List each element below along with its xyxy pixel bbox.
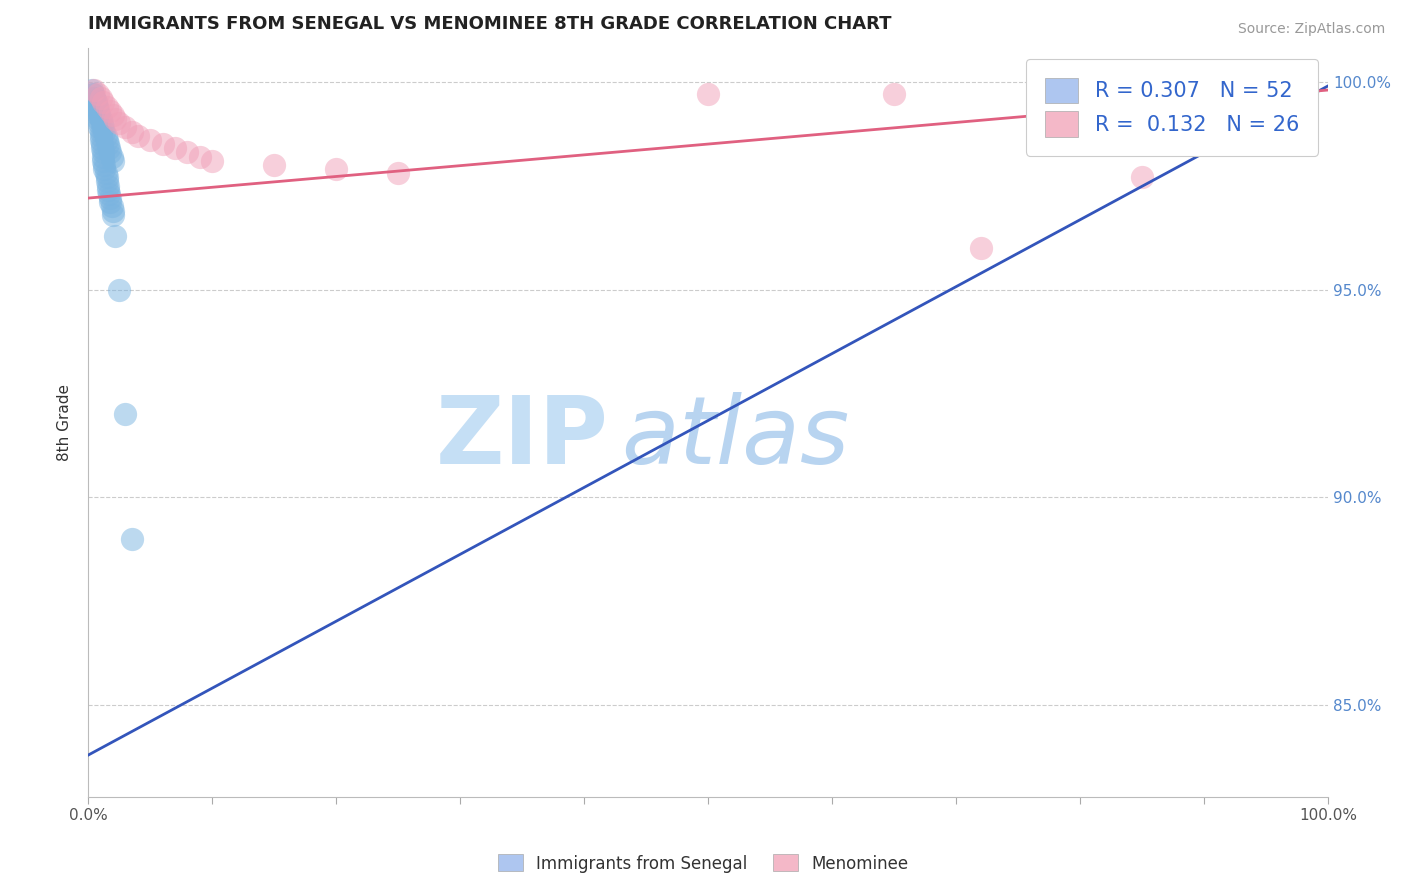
Point [101,153,124,168]
Point [108,283,131,297]
Point [188,149,211,163]
Point [93,158,115,172]
Point [93,161,115,176]
Point [89,120,111,135]
Text: ZIP: ZIP [436,392,609,483]
Text: Source: ZipAtlas.com: Source: ZipAtlas.com [1237,22,1385,37]
Point [90,116,112,130]
Point [114,407,136,421]
Point [82,87,104,102]
Point [96,100,118,114]
Point [108,116,131,130]
Point [1130,170,1153,185]
Point [83,83,105,97]
Point [100,103,122,118]
Point [90,91,112,105]
Point [883,87,905,102]
Point [387,166,409,180]
Point [91,153,114,168]
Point [98,141,121,155]
Point [80,83,103,97]
Point [127,128,149,143]
Point [100,145,122,160]
Point [101,203,124,218]
Point [101,208,124,222]
Point [697,87,720,102]
Point [91,149,114,163]
Point [98,186,121,201]
Point [91,120,114,135]
Point [86,100,108,114]
Point [84,95,107,110]
Point [97,183,120,197]
Point [325,161,347,176]
Point [87,108,110,122]
Text: IMMIGRANTS FROM SENEGAL VS MENOMINEE 8TH GRADE CORRELATION CHART: IMMIGRANTS FROM SENEGAL VS MENOMINEE 8TH… [89,15,891,33]
Point [87,103,110,118]
Point [87,112,110,127]
Legend: Immigrants from Senegal, Menominee: Immigrants from Senegal, Menominee [491,847,915,880]
Point [83,91,105,105]
Point [97,136,120,151]
Point [176,145,198,160]
Point [93,125,115,139]
Point [84,95,107,110]
Point [91,95,114,110]
Point [89,108,111,122]
Point [82,87,104,102]
Y-axis label: 8th Grade: 8th Grade [58,384,72,461]
Point [96,133,118,147]
Point [90,112,112,127]
Legend: R = 0.307   N = 52, R =  0.132   N = 26: R = 0.307 N = 52, R = 0.132 N = 26 [1026,59,1317,155]
Text: atlas: atlas [621,392,849,483]
Point [970,241,993,255]
Point [87,103,110,118]
Point [100,195,122,210]
Point [1069,95,1091,110]
Point [152,136,174,151]
Point [87,87,110,102]
Point [121,125,143,139]
Point [91,145,114,160]
Point [90,128,112,143]
Point [101,108,124,122]
Point [90,133,112,147]
Point [96,174,118,188]
Point [263,158,285,172]
Point [89,116,111,130]
Point [139,133,162,147]
Point [97,178,120,193]
Point [90,125,112,139]
Point [94,166,117,180]
Point [104,228,127,243]
Point [90,136,112,151]
Point [83,91,105,105]
Point [96,170,118,185]
Point [86,100,108,114]
Point [90,141,112,155]
Point [100,149,122,163]
Point [201,153,224,168]
Point [94,128,117,143]
Point [163,141,186,155]
Point [100,199,122,213]
Point [114,120,136,135]
Point [121,532,143,546]
Point [100,191,122,205]
Point [104,112,127,127]
